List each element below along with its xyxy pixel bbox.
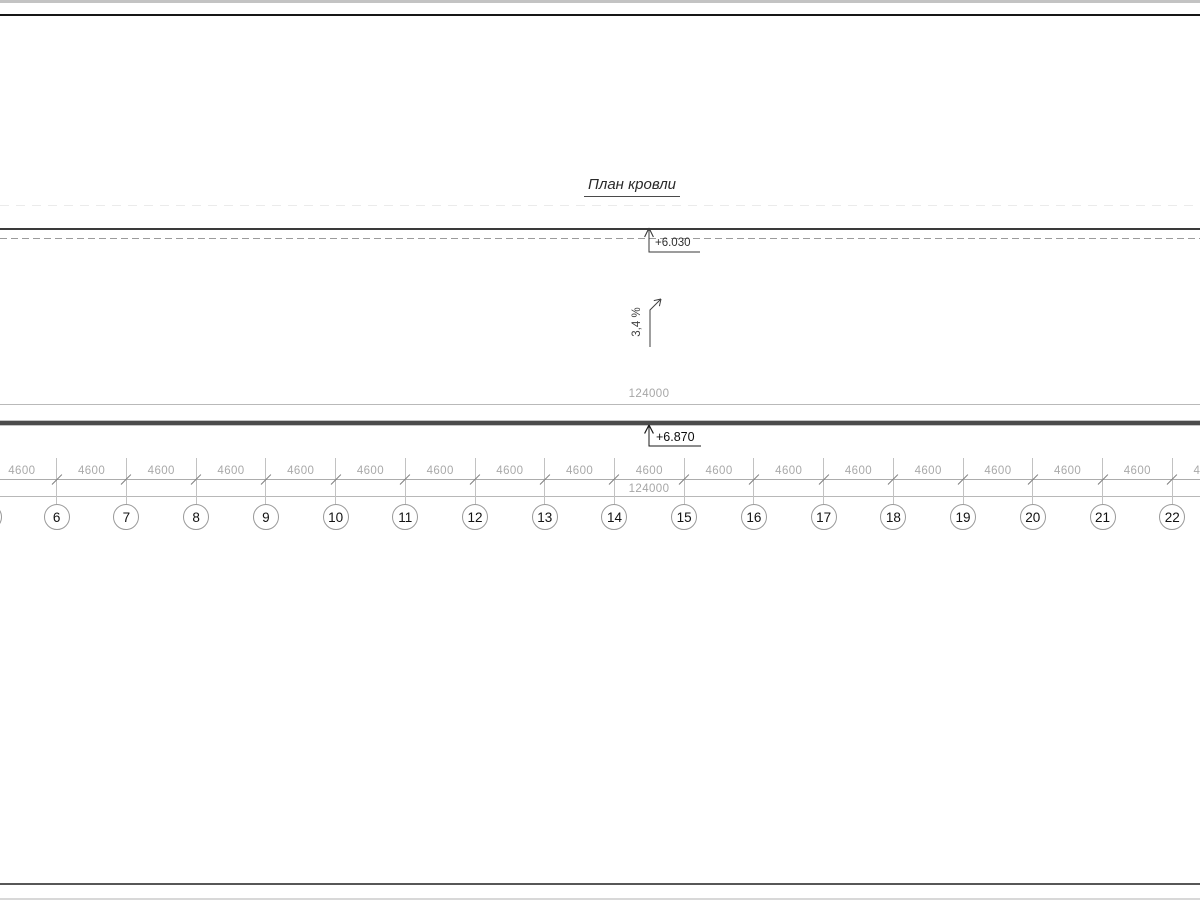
grid-axis-line: [125, 458, 127, 504]
roof-lower-edge-thick-line: [0, 420, 1200, 425]
elevation-value-upper: +6.030: [655, 236, 691, 249]
grid-bubble: 17: [810, 504, 837, 530]
grid-axis-line: [56, 458, 58, 504]
grid-bubble: 10: [322, 504, 349, 530]
overall-dimension-bottom: 124000: [628, 483, 670, 495]
bay-dimension-label: 4600: [217, 464, 245, 477]
bay-dimension-label: 4600: [1123, 464, 1151, 477]
slope-label: 3,4 %: [631, 307, 643, 337]
grid-axis-line: [1032, 458, 1034, 504]
grid-bubble: 16: [740, 504, 767, 530]
grid-bubble: 18: [880, 504, 907, 530]
bay-dimension-label: 4600: [775, 464, 803, 477]
bay-dimension-label: 4600: [1054, 464, 1082, 477]
grid-bubble: 9: [252, 504, 279, 530]
bay-dimension-label: 4600: [984, 464, 1012, 477]
grid-axis-line: [544, 458, 546, 504]
grid-axis-line: [683, 458, 685, 504]
grid-axis-line: [195, 458, 197, 504]
grid-axis-line: [265, 458, 267, 504]
sheet-bottom-band: [0, 897, 1200, 900]
bay-dimension-label: 4600: [77, 464, 106, 477]
grid-bubble: 13: [531, 504, 558, 530]
sheet-top-border-line: [0, 14, 1200, 16]
elevation-value-lower: +6.870: [656, 430, 695, 444]
bay-dimension-label: 4600: [356, 464, 385, 477]
grid-bubble: 12: [462, 504, 489, 530]
bay-dimension-label: 4600: [426, 464, 454, 477]
roof-upper-edge-line: [0, 228, 1200, 230]
bay-dimension-label: 4600: [844, 464, 873, 477]
bay-dimension-line: [0, 479, 1200, 481]
grid-bubble: 22: [1159, 504, 1186, 530]
bay-dimension-label: 4600: [705, 464, 733, 477]
grid-axis-line: [404, 458, 406, 504]
sheet-top-band: [0, 0, 1200, 3]
grid-bubble: 8: [183, 504, 210, 530]
bay-dimension-label: 4600: [635, 464, 663, 477]
slope-arrow-icon: [649, 298, 662, 347]
grid-bubble-clipped: [0, 504, 2, 530]
grid-axis-line: [1171, 458, 1173, 504]
grid-axis-line: [962, 458, 964, 504]
grid-axis-line: [474, 458, 476, 504]
bay-dimension-label: 4600: [566, 464, 594, 477]
bay-dimension-label: 4600: [287, 464, 315, 477]
grid-axis-line: [823, 458, 825, 504]
grid-bubble: 14: [601, 504, 628, 530]
overall-dimension-top: 124000: [628, 388, 670, 400]
bay-dimension-label: 4600: [147, 464, 175, 477]
overall-dimension-line-top: [0, 404, 1200, 405]
overall-dimension-line-bottom: [0, 496, 1200, 497]
grid-axis-line: [613, 458, 615, 504]
sheet-bottom-border-line: [0, 883, 1200, 886]
roof-overhang-dashed-line: [0, 237, 1200, 239]
grid-axis-line: [892, 458, 894, 504]
grid-axis-line: [1102, 458, 1103, 504]
grid-bubble: 6: [43, 504, 70, 530]
grid-bubble: 7: [113, 504, 140, 530]
elevation-marker-upper-leader: [644, 227, 700, 253]
bay-dimension-label: 4600: [1193, 464, 1200, 477]
grid-bubble: 19: [950, 504, 977, 530]
bay-dimension-label: 4600: [914, 464, 942, 477]
grid-bubble: 11: [392, 504, 419, 530]
faint-dashed-line: [0, 205, 1200, 206]
grid-bubble: 21: [1089, 504, 1116, 530]
grid-axis-line: [753, 458, 755, 504]
grid-axis-line: [335, 458, 337, 504]
drawing-title: План кровли: [584, 176, 680, 197]
grid-bubble: 15: [671, 504, 698, 530]
bay-dimension-label: 4600: [8, 464, 36, 477]
grid-bubble: 20: [1019, 504, 1046, 530]
bay-dimension-label: 4600: [496, 464, 524, 477]
elevation-marker-lower-leader: [644, 424, 701, 447]
